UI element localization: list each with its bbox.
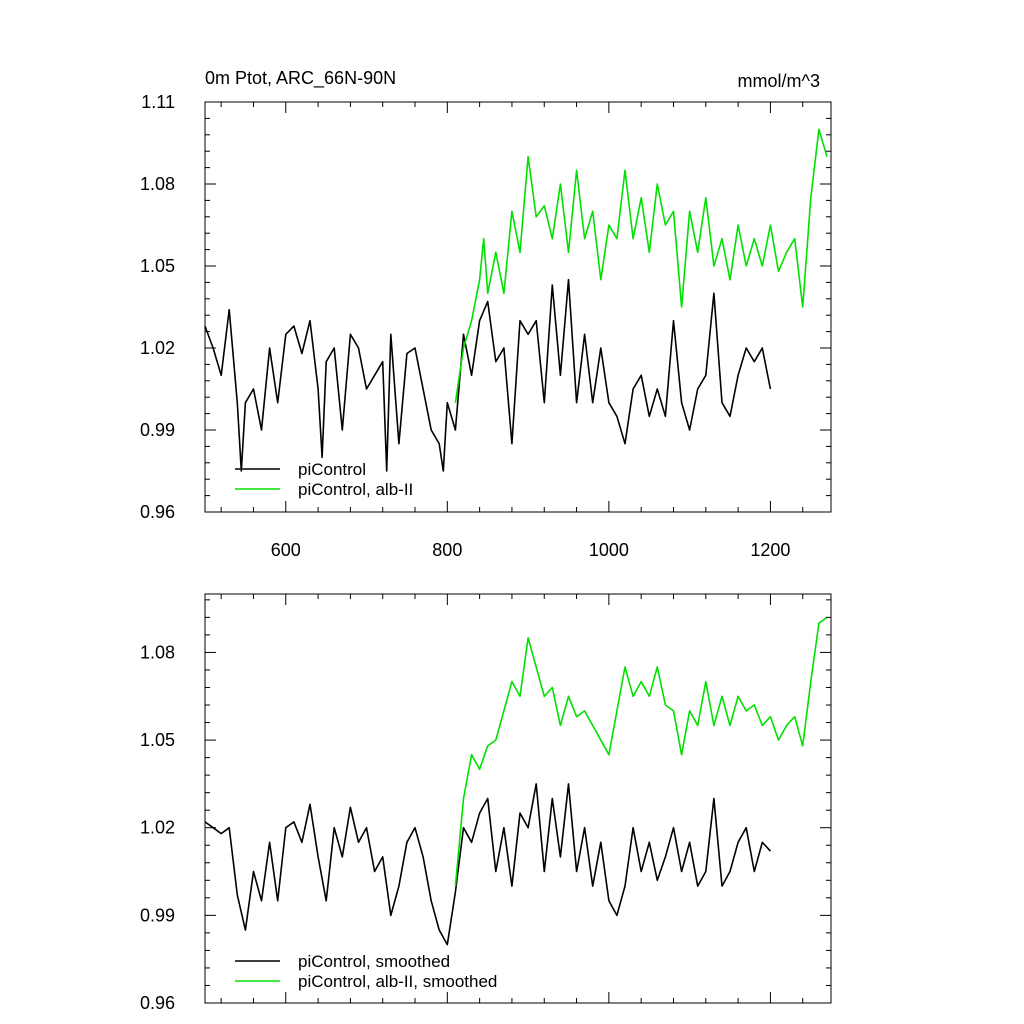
- bottom-panel-axes: 0.96 0.99 1.02 1.05 1.08: [140, 593, 832, 1013]
- legend-label-0: piControl: [298, 460, 366, 479]
- y-tick-label: 0.99: [140, 420, 175, 440]
- top-panel-axes: 0.96 0.99 1.02 1.05 1.08 1.11 600 800 1000 1200: [140, 92, 832, 560]
- y-tick-label: 1.08: [140, 642, 175, 662]
- series-line-1: [454, 616, 828, 887]
- y-tick-label: 0.99: [140, 905, 175, 925]
- series-line-0: [204, 278, 772, 472]
- y-tick-label: 1.05: [140, 730, 175, 750]
- y-tick-label: 0.96: [140, 993, 175, 1013]
- top-panel: 0m Ptot, ARC_66N-90N mmol/m^3 0.96 0.99 1.…: [140, 68, 832, 560]
- legend-label-1: piControl, alb-II: [298, 480, 413, 499]
- bottom-panel: 0.96 0.99 1.02 1.05 1.08 piControl, smoothed…: [140, 593, 832, 1013]
- top-panel-units: mmol/m^3: [738, 71, 820, 91]
- plot-frame: [204, 593, 832, 1004]
- legend-label-1: piControl, alb-II, smoothed: [298, 972, 497, 991]
- y-tick-label: 1.11: [141, 92, 175, 112]
- y-tick-label: 1.08: [140, 174, 175, 194]
- y-tick-label: 1.02: [140, 338, 175, 358]
- series-line-0: [204, 783, 771, 946]
- top-panel-series: [204, 128, 828, 472]
- plot-frame: [204, 101, 832, 513]
- x-tick-label: 600: [271, 540, 301, 560]
- bottom-panel-series: [204, 616, 828, 946]
- x-tick-label: 800: [432, 540, 462, 560]
- x-tick-label: 1200: [750, 540, 790, 560]
- legend-label-0: piControl, smoothed: [298, 952, 450, 971]
- y-tick-label: 0.96: [140, 502, 175, 522]
- top-panel-title: 0m Ptot, ARC_66N-90N: [205, 68, 396, 89]
- series-line-1: [454, 128, 828, 403]
- y-tick-label: 1.05: [140, 256, 175, 276]
- x-tick-label: 1000: [589, 540, 629, 560]
- y-tick-label: 1.02: [140, 818, 175, 838]
